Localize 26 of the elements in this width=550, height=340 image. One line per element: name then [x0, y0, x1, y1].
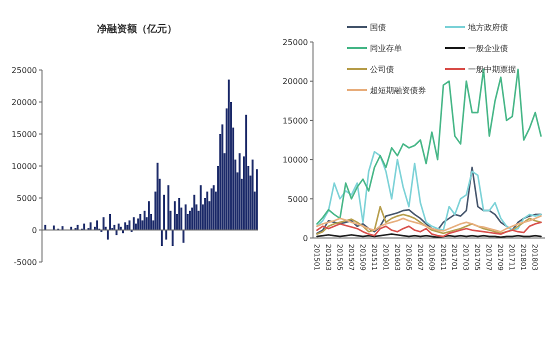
- y-tick-label: 20000: [12, 98, 37, 107]
- legend-label: 超短期融资债券: [370, 86, 426, 95]
- legend-label: 国债: [370, 23, 386, 32]
- legend-label: 公司债: [370, 65, 394, 74]
- y-tick-label: 0: [302, 234, 308, 243]
- chart-title: 净融资额（亿元）: [97, 23, 177, 35]
- y-tick-label: 10000: [12, 162, 37, 171]
- y-tick-label: -5000: [14, 258, 37, 267]
- line-series: [316, 215, 542, 233]
- y-tick-label: 15000: [12, 130, 37, 139]
- legend-label: 一般中期票据: [468, 65, 516, 74]
- line-series: [316, 222, 542, 238]
- legend-label: 同业存单: [370, 44, 402, 53]
- y-tick-label: 20000: [282, 77, 308, 86]
- y-tick-label: 10000: [282, 156, 308, 165]
- y-tick-label: 0: [32, 226, 37, 235]
- y-tick-label: 5000: [16, 194, 37, 203]
- legend-label: 一般企业债: [468, 44, 508, 53]
- line-series: [316, 206, 542, 235]
- line-series: [316, 150, 542, 231]
- legend-label: 地方政府债: [467, 23, 508, 32]
- y-tick-label: 25000: [282, 38, 308, 47]
- y-tick-label: 15000: [282, 116, 308, 126]
- y-tick-label: 5000: [288, 194, 308, 204]
- line-series: [316, 166, 542, 234]
- y-tick-label: 25000: [12, 66, 37, 75]
